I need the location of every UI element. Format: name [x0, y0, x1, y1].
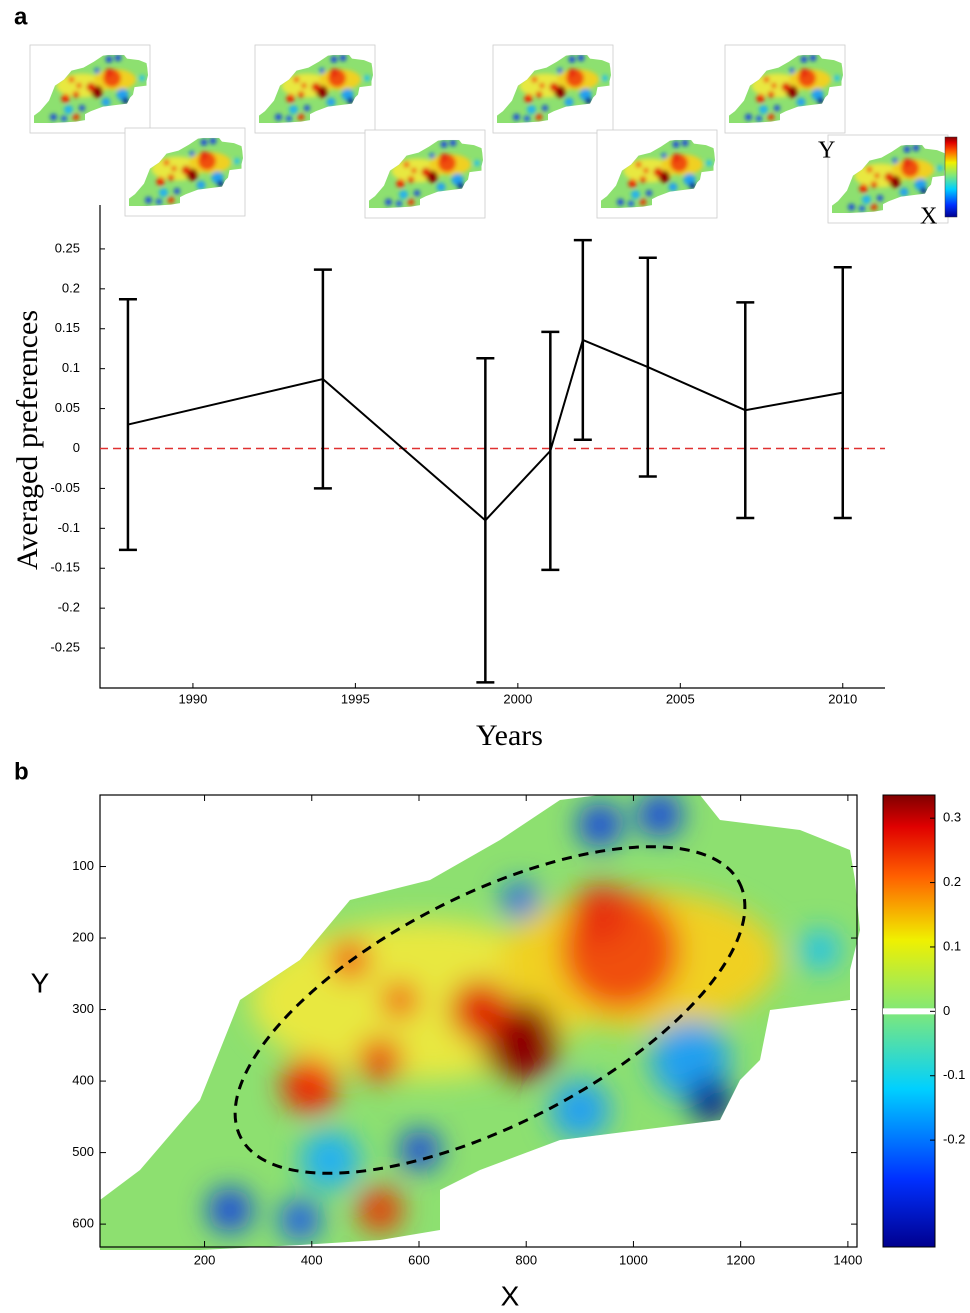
heatmap: [100, 793, 860, 1250]
y-tick-label: 0.05: [55, 400, 80, 415]
y-axis-label: Averaged preferences: [11, 310, 44, 570]
colorbar-tick-label: 0.1: [943, 938, 961, 953]
y-tick-label: 100: [72, 858, 94, 873]
y-tick-label: 400: [72, 1073, 94, 1088]
x-tick-label: 800: [515, 1252, 537, 1267]
y-tick-label: 500: [72, 1144, 94, 1159]
colorbar-tick-label: -0.2: [943, 1132, 965, 1147]
x-tick-label: 2000: [503, 691, 532, 706]
y-tick-label: 0.25: [55, 240, 80, 255]
error-bar: [736, 301, 755, 520]
x-axis-label: X: [501, 1280, 520, 1311]
y-tick-label: -0.1: [58, 520, 80, 535]
line: [127, 338, 843, 522]
error-bar: [541, 330, 560, 572]
y-tick-label: 0.1: [62, 360, 80, 375]
x-tick-label: 200: [194, 1252, 216, 1267]
x-tick-label: 1200: [726, 1252, 755, 1267]
x-tick-label: 600: [408, 1252, 430, 1267]
error-bar: [313, 268, 332, 490]
x-tick-label: 2010: [828, 691, 857, 706]
y-tick-label: 0: [73, 440, 80, 455]
error-bar: [638, 256, 657, 478]
y-tick-label: 600: [72, 1216, 94, 1231]
y-tick-label: 0.15: [55, 320, 80, 335]
inset-colorbar: [944, 136, 958, 218]
colorbar-tick-label: -0.1: [943, 1067, 965, 1082]
highlight-ellipse: [233, 845, 747, 1175]
x-tick-label: 2005: [666, 691, 695, 706]
panel-a: -0.25 -0.2 -0.15 -0.1 -0.05 0 0.05 0.1 0.15 0.2 0.…: [11, 205, 885, 752]
x-tick-label: 1995: [341, 691, 370, 706]
inset-maps: YX: [29, 44, 958, 230]
colorbar-tick-label: 0.3: [943, 810, 961, 825]
y-tick-label: -0.25: [50, 640, 80, 655]
y-tick-label: 300: [72, 1001, 94, 1016]
contour-level: [883, 1008, 935, 1015]
y-tick-label: -0.05: [50, 480, 80, 495]
colorbar-tick-label: 0.2: [943, 874, 961, 889]
x-tick-label: 1400: [833, 1252, 862, 1267]
error-bar: [833, 266, 852, 520]
inset-label: X: [920, 204, 937, 230]
y-tick-label: 200: [72, 929, 94, 944]
y-tick-label: 0.2: [62, 280, 80, 295]
error-bar: [573, 238, 592, 441]
panel-label: b: [14, 758, 29, 785]
panel-label: a: [14, 3, 28, 30]
plot-frame: [99, 794, 858, 1248]
y-tick-label: -0.2: [58, 600, 80, 615]
axis: [99, 205, 885, 689]
colorbar: [882, 794, 936, 1248]
error-bar: [118, 297, 137, 552]
y-axis-label: Y: [31, 967, 50, 998]
error-bar: [476, 357, 495, 684]
y-tick-label: -0.15: [50, 560, 80, 575]
x-tick-label: 1000: [619, 1252, 648, 1267]
colorbar-tick-label: 0: [943, 1003, 950, 1018]
x-tick-label: 400: [301, 1252, 323, 1267]
x-axis-label: Years: [476, 719, 543, 752]
panel-b: 200 400 600 800 1000 1200 1400 100 200 300 400 500 6…: [31, 793, 965, 1311]
inset-label: Y: [818, 138, 835, 164]
x-tick-label: 1990: [178, 691, 207, 706]
